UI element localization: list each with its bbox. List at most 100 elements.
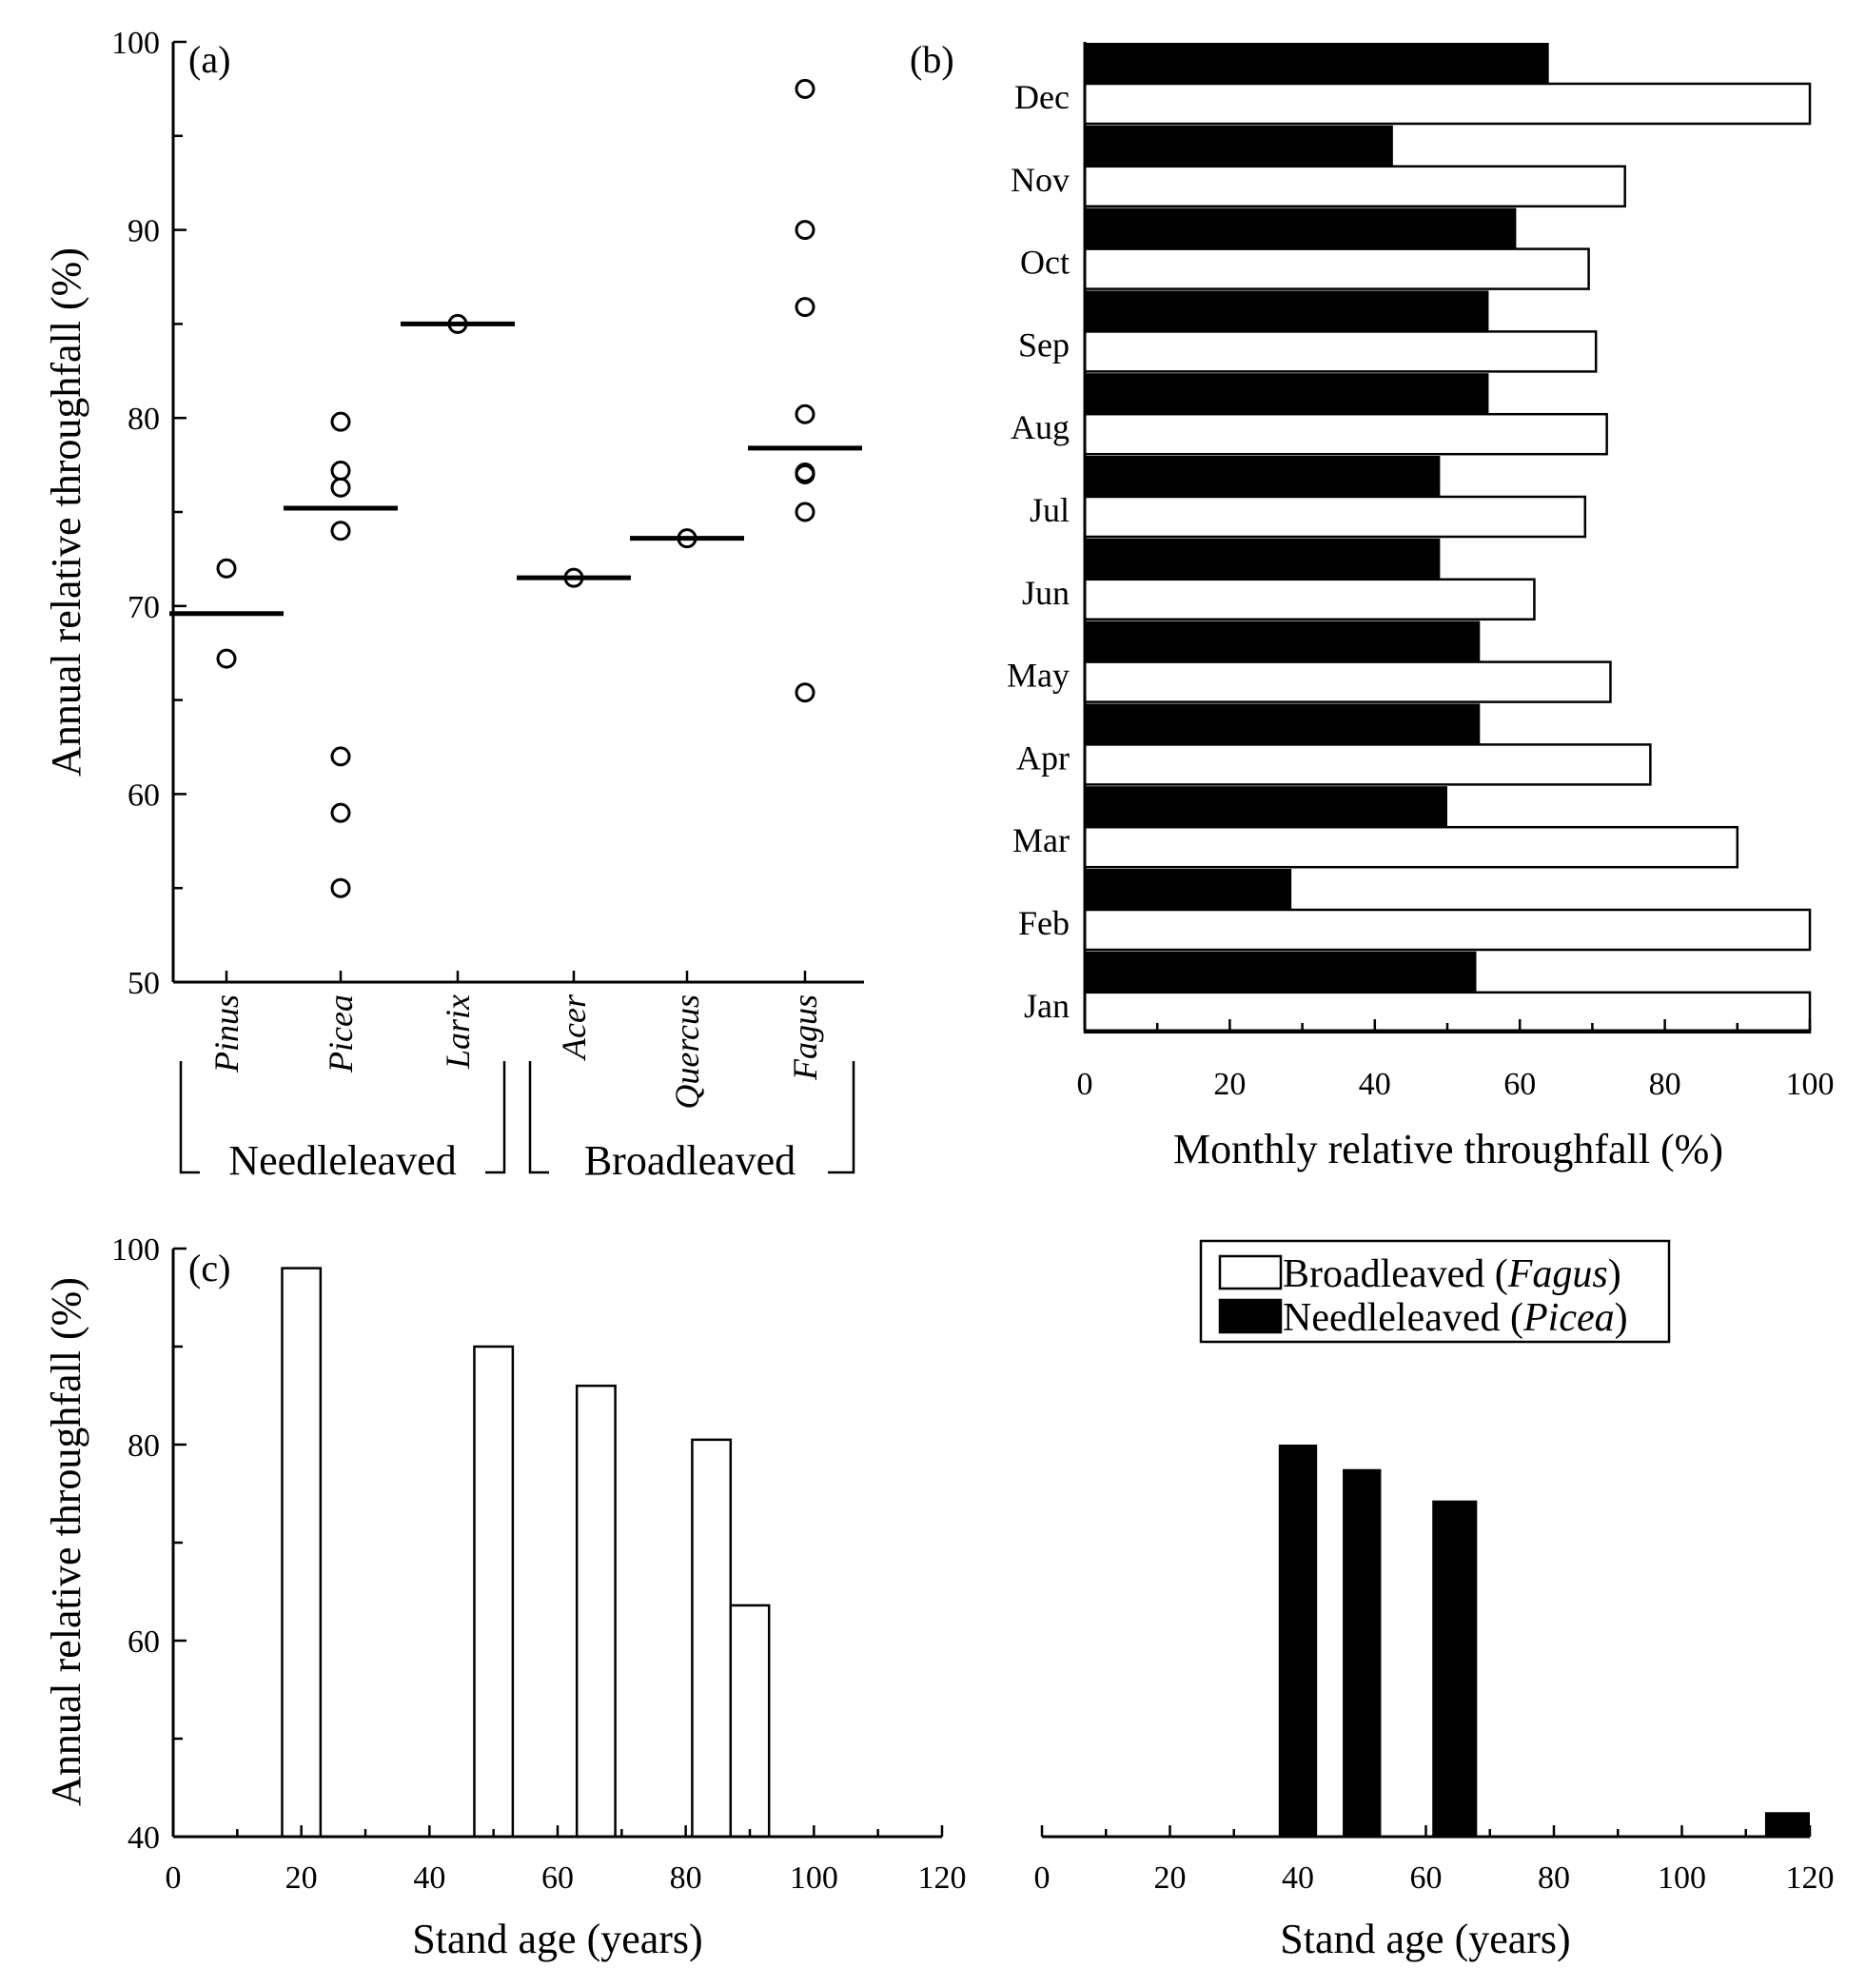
data-point-fagus	[795, 682, 815, 703]
month-label-feb: Feb	[1018, 904, 1070, 942]
broadleaved-bar-sep	[1083, 330, 1598, 373]
panel-a-y-title: Annual relative throughfall (%)	[43, 247, 89, 777]
legend-needleleaved-genus: Picea	[1522, 1296, 1615, 1340]
needleleaved-age-bar	[1278, 1445, 1318, 1837]
broadleaved-bar-oct	[1083, 247, 1590, 290]
broadleaved-bar-nov	[1083, 165, 1626, 208]
panel-b-x-tick-label: 0	[1077, 1067, 1093, 1102]
species-label-fagus: Fagus	[786, 994, 824, 1081]
month-label-mar: Mar	[1012, 821, 1070, 859]
species-label-quercus: Quercus	[668, 994, 706, 1110]
panel-b-x-title: Monthly relative throughfall (%)	[1173, 1126, 1723, 1172]
data-point-picea	[330, 461, 351, 482]
month-label-oct: Oct	[1020, 244, 1070, 282]
data-point-picea	[330, 521, 351, 541]
panel-c-y-title: Annual relative throughfall (%)	[43, 1277, 89, 1806]
panel-c-right-x-tick-label: 0	[1034, 1860, 1051, 1896]
month-label-may: May	[1007, 657, 1070, 695]
broadleaved-bracket-right	[828, 1061, 855, 1174]
panel-a-y-tick-label: 70	[128, 590, 160, 625]
needleleaved-bar-oct	[1085, 207, 1517, 249]
panel-a-y-tick-label: 90	[128, 214, 160, 249]
needleleaved-bar-aug	[1085, 373, 1489, 415]
panel-c-y-tick-label: 100	[111, 1232, 160, 1268]
needleleaved-bar-nov	[1085, 125, 1393, 167]
panel-c-left-x-title: Stand age (years)	[412, 1916, 702, 1962]
panel-c-left-x-tick-label: 80	[670, 1860, 702, 1896]
needleleaved-age-bar	[1764, 1812, 1810, 1837]
legend-label-broadleaved: Broadleaved (Fagus)	[1283, 1252, 1621, 1296]
panel-c-left-ticks: 40 60 80 100 0 20 40 60 80 100 120	[111, 1232, 967, 1896]
panel-c-right-x-tick-label: 60	[1410, 1860, 1443, 1896]
panel-c-y-tick-label: 80	[128, 1428, 160, 1464]
needleleaved-bracket-right	[485, 1061, 506, 1174]
panel-c-left-x-tick-label: 60	[541, 1860, 574, 1896]
needleleaved-bar-may	[1085, 620, 1481, 662]
data-point-fagus	[795, 502, 815, 522]
needleleaved-bar-sep	[1085, 290, 1489, 332]
broadleaved-age-bar	[473, 1345, 515, 1839]
needleleaved-age-bar	[1343, 1468, 1382, 1837]
panel-a-ticks: 50 60 70 80 90 100 Pinus Picea Larix Acer Quercus F…	[111, 26, 824, 1110]
broadleaved-bar-jun	[1083, 578, 1536, 621]
data-point-picea	[330, 802, 351, 823]
needleleaved-bar-mar	[1085, 786, 1447, 828]
broadleaved-bar-feb	[1083, 908, 1812, 952]
month-label-jul: Jul	[1030, 491, 1070, 529]
needleleaved-bracket-left	[179, 1061, 200, 1174]
panel-a-y-tick-label: 60	[128, 777, 160, 813]
broadleaved-bar-may	[1083, 660, 1612, 703]
broadleaved-bar-apr	[1083, 743, 1652, 786]
panel-c-right-x-tick-label: 120	[1786, 1860, 1835, 1896]
panel-c-right-x-tick-label: 80	[1538, 1860, 1570, 1896]
month-label-nov: Nov	[1011, 161, 1070, 199]
panel-c-right-bars	[1278, 1445, 1810, 1837]
panel-a-groups: Needleleaved Broadleaved	[179, 1061, 855, 1184]
legend-swatch-needleleaved	[1218, 1298, 1283, 1334]
panel-c-y-tick-label: 60	[128, 1624, 160, 1660]
needleleaved-bar-dec	[1085, 43, 1549, 84]
panel-b-x-tick-label: 20	[1213, 1067, 1246, 1102]
panel-c-right: Stand age (years) 0 20 40 60 80 100 120	[1034, 1445, 1835, 1962]
panel-a-marks	[169, 78, 862, 898]
month-label-sep: Sep	[1018, 325, 1070, 364]
month-label-aug: Aug	[1011, 408, 1070, 446]
panel-a-y-tick-label: 80	[128, 402, 160, 437]
panel-a: (a) Annual relative throughfall (%) 50 60…	[43, 26, 864, 1184]
data-point-fagus	[795, 220, 815, 241]
legend: Broadleaved (Fagus) Needleleaved (Picea)	[1199, 1239, 1671, 1344]
panel-c-right-ticks: 0 20 40 60 80 100 120	[1034, 1825, 1835, 1896]
month-label-jan: Jan	[1024, 987, 1070, 1025]
panel-c-right-x-tick-label: 40	[1282, 1860, 1314, 1896]
data-point-pinus	[216, 648, 237, 669]
panel-c-y-tick-label: 40	[128, 1821, 160, 1856]
panel-b-x-tick-label: 80	[1649, 1067, 1681, 1102]
legend-needleleaved-close: )	[1615, 1296, 1628, 1340]
panel-c-label: (c)	[188, 1247, 230, 1289]
month-label-dec: Dec	[1014, 78, 1070, 116]
panel-c-left-x-tick-label: 20	[285, 1860, 318, 1896]
species-label-larix: Larix	[439, 994, 477, 1070]
data-point-picea	[330, 411, 351, 432]
panel-a-y-tick-label: 100	[111, 26, 160, 61]
broadleaved-age-bar	[281, 1267, 323, 1839]
needleleaved-bar-apr	[1085, 703, 1481, 745]
panel-a-y-tick-label: 50	[128, 966, 160, 1001]
broadleaved-bar-aug	[1083, 412, 1608, 456]
legend-label-needleleaved: Needleleaved (Picea)	[1283, 1296, 1628, 1340]
broadleaved-bracket-left	[528, 1061, 549, 1174]
panel-c-right-x-tick-label: 20	[1154, 1860, 1187, 1896]
broadleaved-age-bar	[691, 1438, 733, 1839]
panel-c-left: (c) Annual relative throughfall (%) Stan…	[43, 1232, 967, 1962]
broadleaved-bar-jul	[1083, 495, 1587, 539]
legend-swatch-broadleaved	[1218, 1254, 1283, 1290]
panel-b-label: (b)	[910, 38, 954, 81]
month-label-apr: Apr	[1016, 738, 1070, 777]
data-point-fagus	[795, 463, 815, 483]
data-point-picea	[330, 746, 351, 767]
panel-b: (b) Monthly relative throughfall (%) Jan…	[910, 38, 1835, 1172]
panel-b-ticks: Jan Feb Mar Apr May Jun Jul Aug Sep Oct Nov Dec 0 20 4…	[1007, 78, 1835, 1102]
needleleaved-bar-jan	[1085, 951, 1477, 993]
panel-c-left-bars	[281, 1267, 771, 1839]
